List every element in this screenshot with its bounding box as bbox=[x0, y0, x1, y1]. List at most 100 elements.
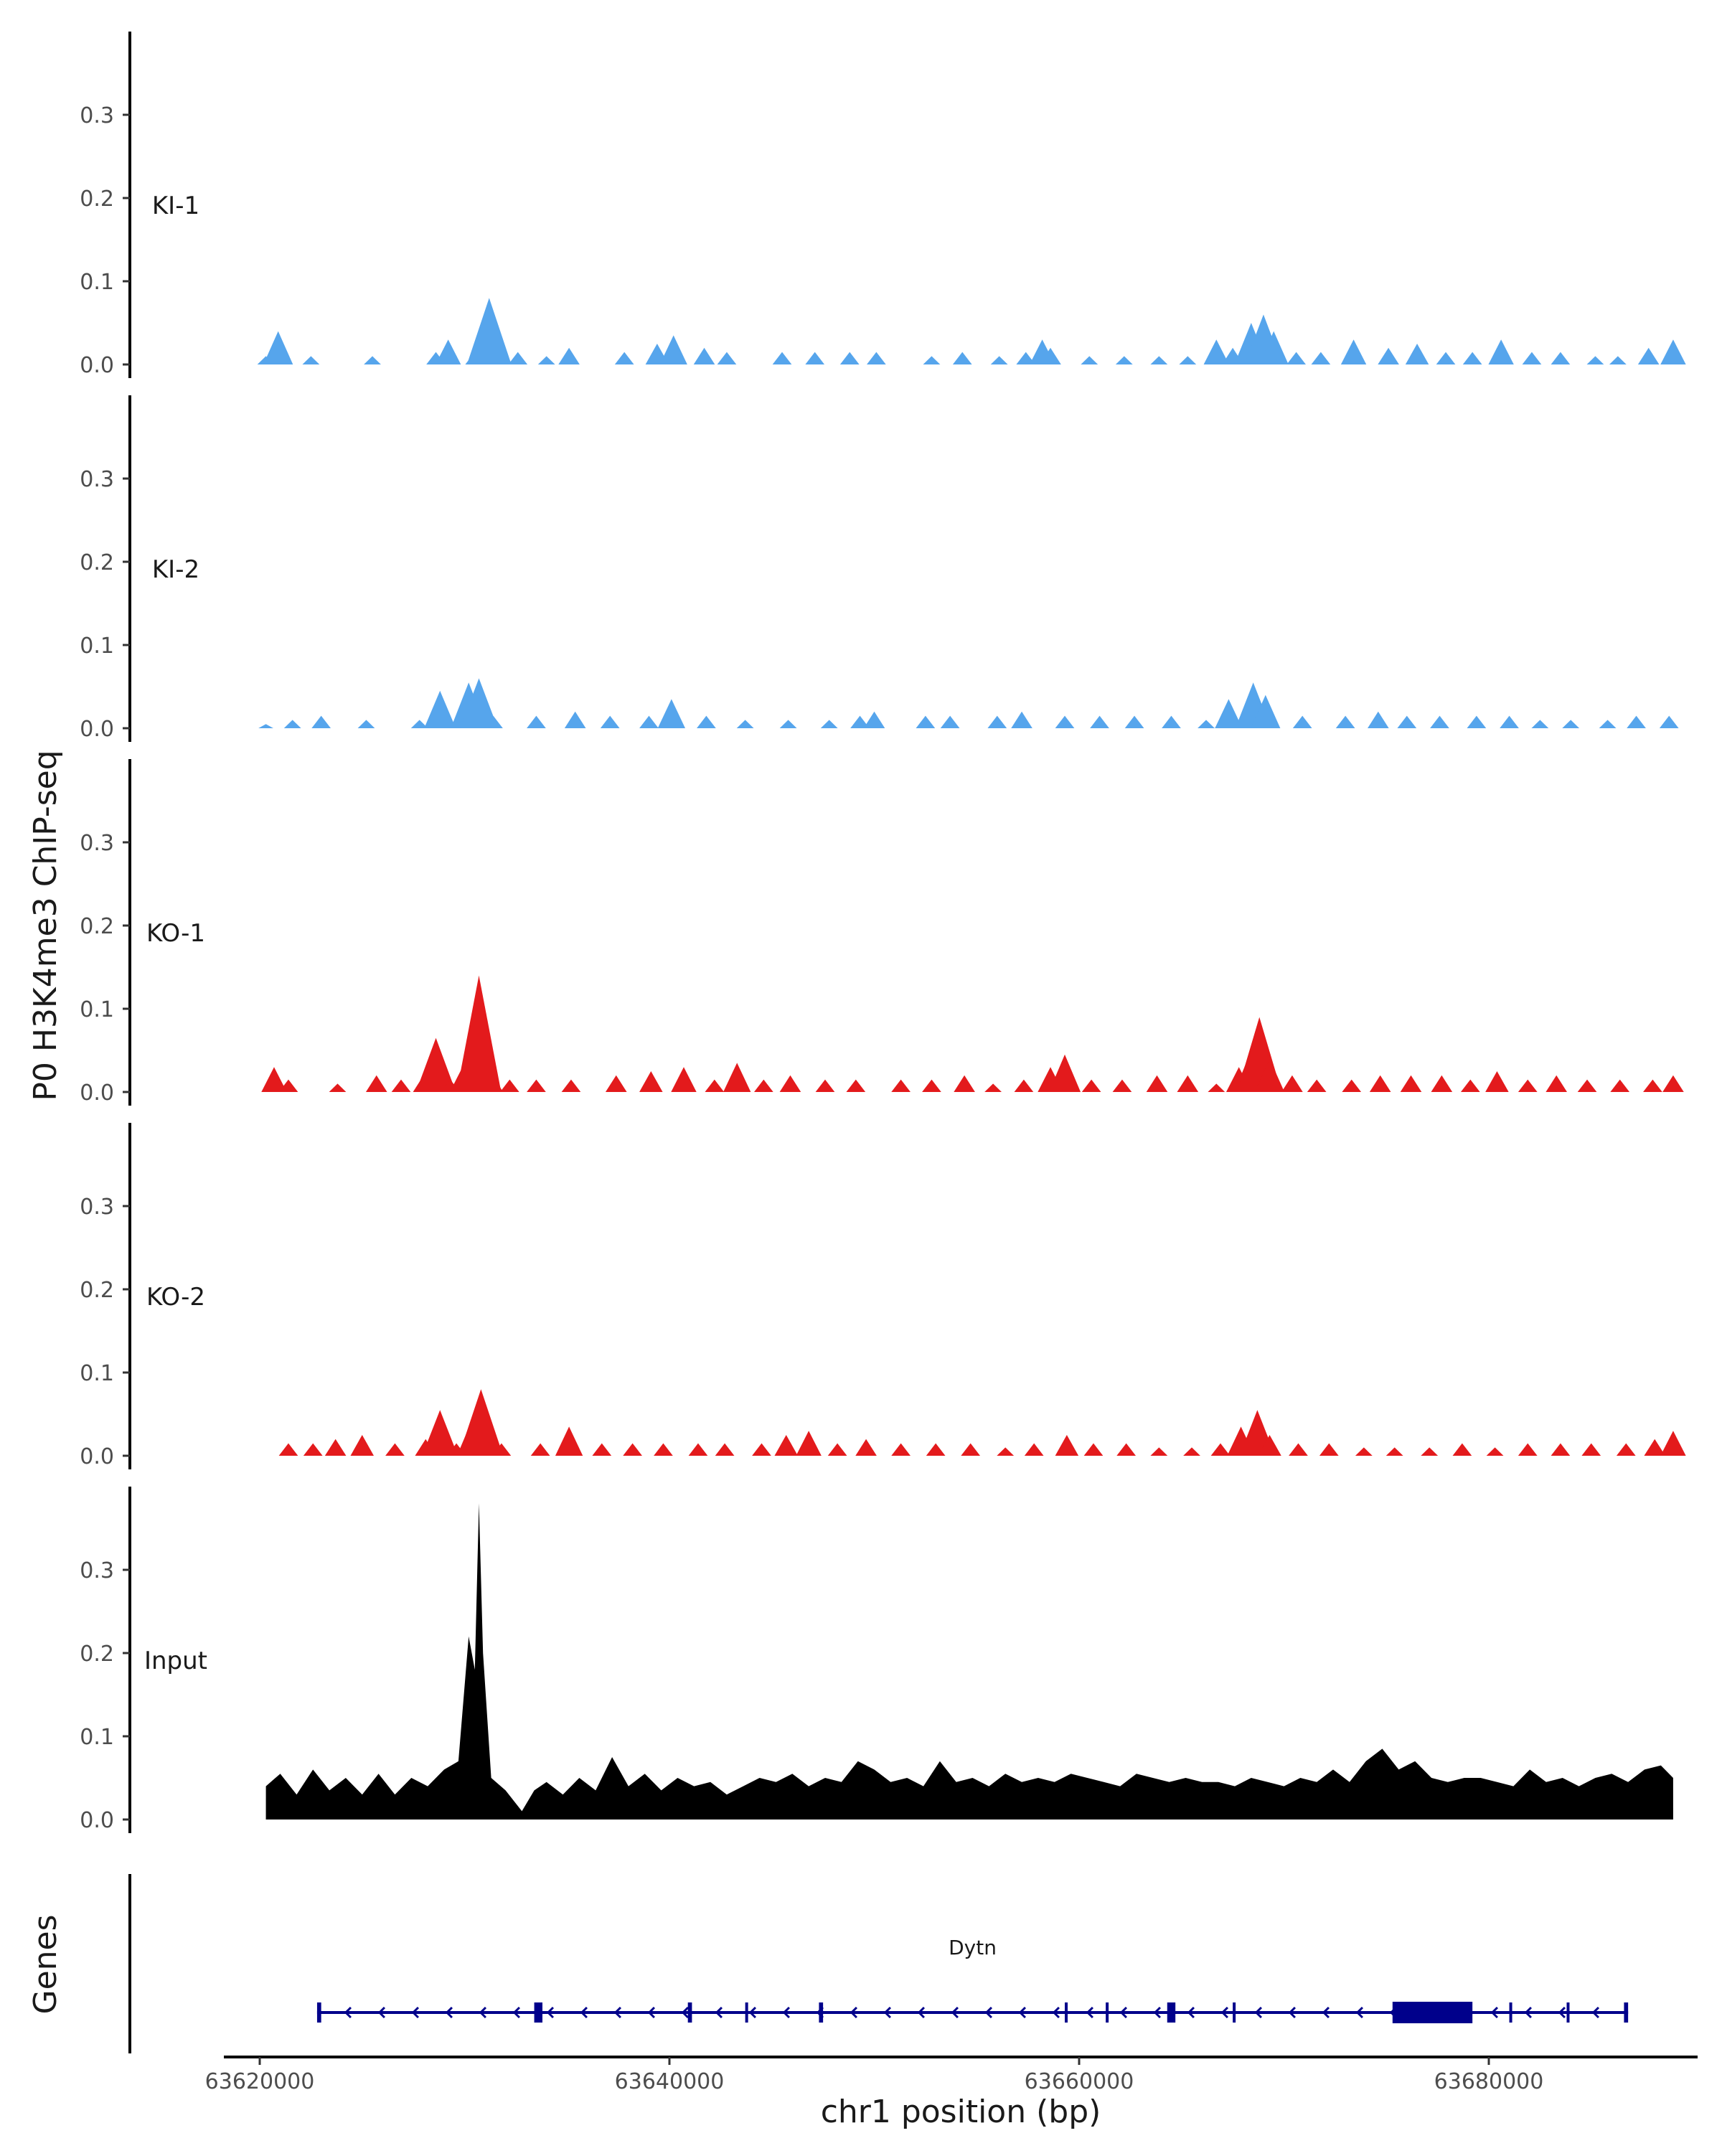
signal-peak bbox=[424, 690, 456, 728]
signal-peak bbox=[693, 347, 715, 364]
signal-peak bbox=[697, 715, 716, 728]
signal-peak bbox=[1048, 1054, 1081, 1092]
signal-peak bbox=[705, 1079, 725, 1092]
tracks-layer: 0.00.10.20.3KI-10.00.10.20.3KI-20.00.10.… bbox=[80, 32, 1686, 1833]
signal-peak bbox=[410, 720, 428, 728]
signal-peak bbox=[537, 356, 555, 364]
signal-peak bbox=[654, 1443, 673, 1456]
signal-peak bbox=[639, 715, 659, 728]
signal-peak bbox=[592, 1443, 612, 1456]
signal-peak bbox=[815, 1079, 835, 1092]
signal-peak bbox=[422, 1410, 458, 1456]
signal-peak bbox=[466, 298, 512, 364]
signal-peak bbox=[1281, 1075, 1303, 1092]
signal-peak bbox=[1183, 1447, 1200, 1456]
signal-peak bbox=[456, 975, 502, 1092]
signal-peak bbox=[657, 699, 686, 728]
y-tick-label: 0.0 bbox=[80, 1081, 114, 1106]
signal-peak bbox=[1146, 1075, 1168, 1092]
signal-peak bbox=[278, 1443, 298, 1456]
signal-peak bbox=[1430, 715, 1449, 728]
strand-chevron bbox=[715, 2006, 723, 2019]
strand-chevron bbox=[377, 2006, 386, 2019]
track-ki-1: 0.0 0.1 0.2 0.3 KI-1 bbox=[80, 32, 1686, 378]
y-tick-label: 0.2 bbox=[80, 1278, 114, 1303]
signal-peak bbox=[484, 715, 503, 728]
signal-peak bbox=[435, 339, 461, 364]
strand-chevron bbox=[1018, 2006, 1027, 2019]
signal-peak bbox=[1289, 1443, 1308, 1456]
gene-exon bbox=[1233, 2002, 1236, 2023]
signal-peak bbox=[1551, 1443, 1571, 1456]
signal-peak bbox=[736, 720, 754, 728]
signal-peak bbox=[952, 352, 972, 364]
signal-peak bbox=[605, 1075, 627, 1092]
signal-peak bbox=[1581, 1443, 1601, 1456]
strand-chevron bbox=[984, 2006, 993, 2019]
x-tick-label: 63640000 bbox=[615, 2069, 725, 2094]
strand-chevron bbox=[479, 2006, 487, 2019]
signal-peak bbox=[258, 724, 274, 728]
signal-peak bbox=[723, 1063, 751, 1092]
track-label: Input bbox=[144, 1647, 207, 1675]
signal-peak bbox=[1522, 352, 1542, 364]
track-label: KI-1 bbox=[152, 192, 199, 220]
signal-peak bbox=[283, 720, 301, 728]
signal-peak bbox=[364, 356, 381, 364]
signal-peak bbox=[1462, 352, 1482, 364]
y-tick-label: 0.0 bbox=[80, 1444, 114, 1469]
signal-peak bbox=[1488, 339, 1514, 364]
signal-peak bbox=[1599, 720, 1617, 728]
gene-exon bbox=[1624, 2002, 1629, 2023]
signal-peak bbox=[717, 352, 737, 364]
signal-peak bbox=[1124, 715, 1144, 728]
signal-peak bbox=[1531, 720, 1549, 728]
signal-peak bbox=[302, 356, 320, 364]
signal-peak bbox=[1500, 715, 1519, 728]
y-tick-label: 0.0 bbox=[80, 1808, 114, 1833]
signal-peak bbox=[923, 356, 941, 364]
signal-peak bbox=[1251, 695, 1281, 728]
signal-peak bbox=[846, 1079, 866, 1092]
track-ki-2: 0.0 0.1 0.2 0.3 KI-2 bbox=[80, 395, 1679, 742]
x-axis-title: chr1 position (bp) bbox=[821, 2094, 1101, 2130]
strand-chevron bbox=[1591, 2006, 1600, 2019]
x-tick-label: 63680000 bbox=[1434, 2069, 1544, 2094]
signal-peak bbox=[1203, 339, 1229, 364]
signal-peak bbox=[671, 1067, 697, 1092]
strand-chevron bbox=[917, 2006, 926, 2019]
y-tick-label: 0.3 bbox=[80, 1558, 114, 1583]
signal-peak bbox=[1545, 1075, 1568, 1092]
signal-peak bbox=[1660, 339, 1686, 364]
signal-peak bbox=[1400, 1075, 1422, 1092]
strand-chevron bbox=[1355, 2006, 1364, 2019]
signal-peak bbox=[779, 1075, 801, 1092]
signal-peak bbox=[1162, 715, 1181, 728]
gene-exon bbox=[1106, 2002, 1109, 2023]
signal-peak bbox=[1319, 1443, 1339, 1456]
signal-peak bbox=[1254, 1058, 1285, 1092]
signal-peak bbox=[659, 335, 687, 364]
strand-chevron bbox=[445, 2006, 453, 2019]
signal-peak bbox=[1177, 1075, 1199, 1092]
y-tick-label: 0.1 bbox=[80, 270, 114, 295]
signal-peak bbox=[527, 1079, 546, 1092]
signal-peak bbox=[1643, 1079, 1662, 1092]
strand-chevron bbox=[647, 2006, 656, 2019]
signal-peak bbox=[772, 352, 792, 364]
track-label: KO-1 bbox=[146, 919, 205, 948]
signal-peak bbox=[839, 352, 860, 364]
strand-chevron bbox=[883, 2006, 892, 2019]
gene-exon bbox=[1065, 2002, 1068, 2023]
signal-peak bbox=[1340, 339, 1367, 364]
y-tick-label: 0.1 bbox=[80, 1725, 114, 1750]
signal-peak bbox=[940, 715, 960, 728]
x-tick-label: 63660000 bbox=[1025, 2069, 1134, 2094]
signal-peak bbox=[891, 1079, 911, 1092]
signal-peak bbox=[1115, 356, 1133, 364]
signal-peak bbox=[415, 1037, 456, 1092]
signal-peak bbox=[796, 1431, 822, 1456]
strand-chevron bbox=[613, 2006, 622, 2019]
strand-chevron bbox=[1490, 2006, 1499, 2019]
